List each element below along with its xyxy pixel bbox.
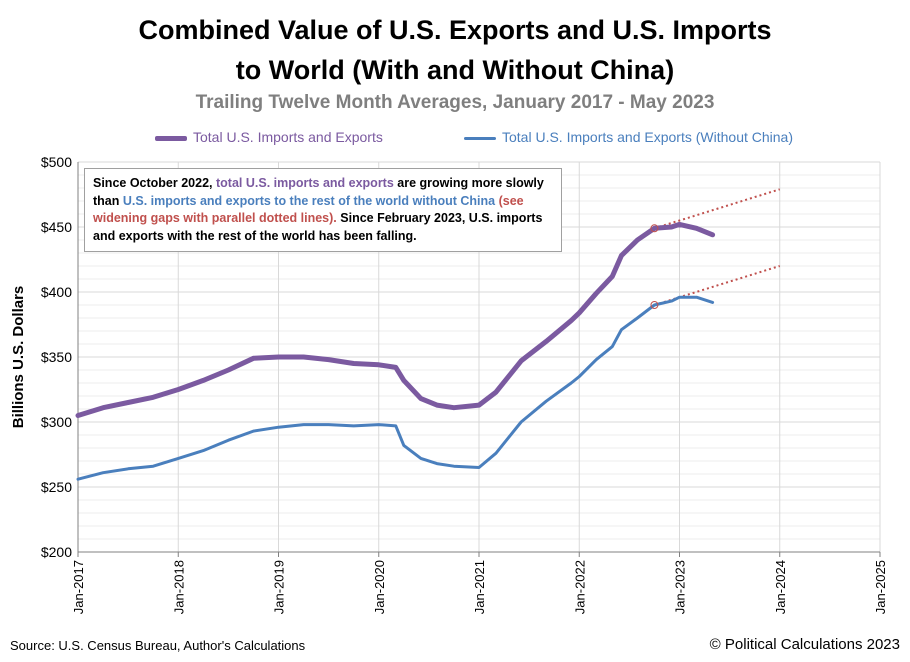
legend-label-without-china: Total U.S. Imports and Exports (Without … [502, 129, 793, 145]
x-tick-label: Jan-2018 [171, 560, 186, 614]
y-tick-label: $350 [41, 349, 72, 365]
series-line-total [75, 221, 716, 418]
annotation-box: Since October 2022, total U.S. imports a… [84, 168, 562, 252]
x-tick-label: Jan-2024 [773, 560, 788, 614]
trend-dotted-line [654, 188, 781, 230]
chart-subtitle: Trailing Twelve Month Averages, January … [195, 92, 715, 113]
chart-title-line1: Combined Value of U.S. Exports and U.S. … [138, 15, 772, 45]
x-tick-label: Jan-2025 [873, 560, 888, 614]
trend-start-marker [650, 224, 659, 233]
annotation-text-3: are growing more slowly than [93, 176, 544, 208]
annotation-text-4: U.S. imports and exports to the rest of … [122, 193, 496, 208]
x-tick-label: Jan-2019 [272, 560, 287, 614]
legend-item-total: Total U.S. Imports and Exports [155, 129, 383, 145]
annotation-text-6: Since February 2023, U.S. imports and ex… [93, 211, 543, 243]
legend-swatch-without-china [464, 136, 496, 140]
y-tick-label: $200 [41, 544, 72, 560]
annotation-text-5: (see widening gaps with parallel dotted … [93, 193, 524, 226]
x-tick-label: Jan-2021 [472, 560, 487, 614]
y-axis-label: Billions U.S. Dollars [10, 286, 27, 429]
legend-label-total: Total U.S. Imports and Exports [193, 129, 383, 145]
x-tick-label: Jan-2017 [71, 560, 86, 614]
y-tick-label: $450 [41, 219, 72, 235]
series-line-without-china [76, 295, 715, 481]
source-note: Source: U.S. Census Bureau, Author's Cal… [10, 638, 306, 653]
annotation-text-1: Since October 2022, [93, 176, 213, 190]
y-tick-label: $500 [41, 154, 72, 170]
y-tick-label: $400 [41, 284, 72, 300]
legend-item-without-china: Total U.S. Imports and Exports (Without … [464, 129, 793, 145]
y-tick-label: $300 [41, 414, 72, 430]
x-tick-label: Jan-2023 [673, 560, 688, 614]
trend-start-marker [650, 301, 659, 309]
annotation-text-2: total U.S. imports and exports [216, 176, 394, 190]
copyright-note: © Political Calculations 2023 [709, 636, 900, 653]
y-tick-label: $250 [41, 479, 72, 495]
legend-swatch-total [155, 135, 187, 141]
x-tick-label: Jan-2022 [572, 560, 587, 614]
chart-title-line2: to World (With and Without China) [235, 55, 675, 85]
x-tick-label: Jan-2020 [372, 560, 387, 614]
